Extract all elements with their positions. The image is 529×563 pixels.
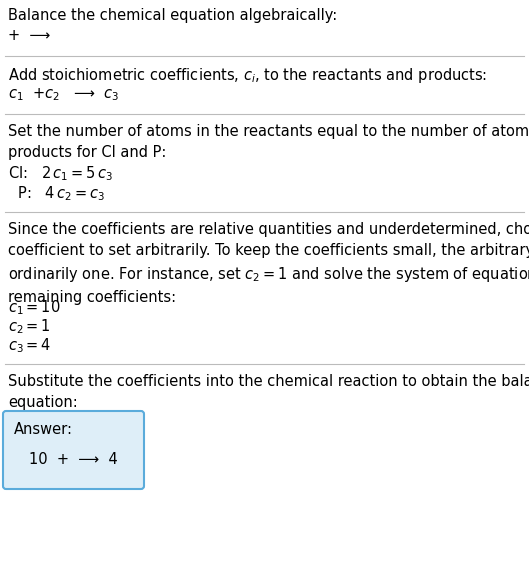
Text: +  ⟶: + ⟶: [8, 28, 50, 43]
Text: Substitute the coefficients into the chemical reaction to obtain the balanced
eq: Substitute the coefficients into the che…: [8, 374, 529, 410]
Text: $c_1 = 10$: $c_1 = 10$: [8, 298, 61, 317]
Text: $c_1$  +$c_2$   ⟶  $c_3$: $c_1$ +$c_2$ ⟶ $c_3$: [8, 86, 120, 102]
Text: $c_2 = 1$: $c_2 = 1$: [8, 317, 51, 336]
Text: Answer:: Answer:: [14, 422, 73, 437]
Text: Cl:   $2\,c_1 = 5\,c_3$: Cl: $2\,c_1 = 5\,c_3$: [8, 164, 113, 183]
Text: Balance the chemical equation algebraically:: Balance the chemical equation algebraica…: [8, 8, 338, 23]
Text: Since the coefficients are relative quantities and underdetermined, choose a
coe: Since the coefficients are relative quan…: [8, 222, 529, 305]
Text: Set the number of atoms in the reactants equal to the number of atoms in the
pro: Set the number of atoms in the reactants…: [8, 124, 529, 160]
Text: 10  +  ⟶  4: 10 + ⟶ 4: [29, 452, 118, 467]
FancyBboxPatch shape: [3, 411, 144, 489]
Text: Add stoichiometric coefficients, $c_i$, to the reactants and products:: Add stoichiometric coefficients, $c_i$, …: [8, 66, 487, 85]
Text: $c_3 = 4$: $c_3 = 4$: [8, 336, 51, 355]
Text: P:   $4\,c_2 = c_3$: P: $4\,c_2 = c_3$: [8, 184, 105, 203]
